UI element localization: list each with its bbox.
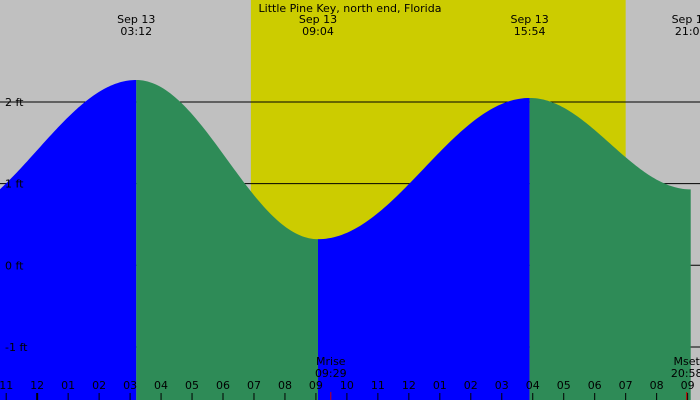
event-time: 09:29 xyxy=(315,367,347,380)
hour-label: 12 xyxy=(402,379,416,392)
hour-label: 04 xyxy=(154,379,168,392)
hour-label: 06 xyxy=(588,379,602,392)
rising-tide-area xyxy=(0,80,137,400)
extremum-date: Sep 13 xyxy=(511,13,549,26)
hour-label: 01 xyxy=(61,379,75,392)
event-label: Mrise xyxy=(316,355,346,368)
hour-label: 11 xyxy=(371,379,385,392)
hour-label: 08 xyxy=(278,379,292,392)
hour-label: 09 xyxy=(309,379,323,392)
chart-title: Little Pine Key, north end, Florida xyxy=(259,2,442,15)
falling-tide-area xyxy=(136,80,318,400)
hour-label: 08 xyxy=(650,379,664,392)
event-time: 20:58 xyxy=(671,367,700,380)
extremum-date: Sep 13 xyxy=(299,13,337,26)
tide-areas xyxy=(0,80,691,400)
extremum-time: 21:06 xyxy=(675,25,700,38)
extremum-time: 09:04 xyxy=(302,25,334,38)
y-tick-label: 2 ft xyxy=(5,96,24,109)
hour-label: 04 xyxy=(526,379,540,392)
hour-label: 06 xyxy=(216,379,230,392)
y-tick-label: 1 ft xyxy=(5,178,24,191)
y-tick-label: 0 ft xyxy=(5,259,24,272)
extremum-date: Sep 13 xyxy=(117,13,155,26)
extremum-time: 15:54 xyxy=(514,25,546,38)
hour-label: 03 xyxy=(495,379,509,392)
hour-label: 11 xyxy=(0,379,13,392)
rising-tide-area xyxy=(318,97,530,400)
hour-label: 02 xyxy=(464,379,478,392)
hour-label: 05 xyxy=(557,379,571,392)
hour-label: 10 xyxy=(340,379,354,392)
hour-label: 09 xyxy=(681,379,695,392)
hour-label: 02 xyxy=(92,379,106,392)
y-tick-label: -1 ft xyxy=(5,341,28,354)
hour-label: 05 xyxy=(185,379,199,392)
y-axis-labels: 2 ft 1 ft 0 ft -1 ft xyxy=(5,96,28,354)
extremum-date: Sep 13 xyxy=(672,13,700,26)
extremum-time: 03:12 xyxy=(120,25,152,38)
x-axis-ticks: 11 12 01 02 03 04 05 06 07 08 09 10 11 12 01 02 03 04 05 06… xyxy=(0,379,695,400)
event-label: Mset xyxy=(674,355,700,368)
hour-label: 01 xyxy=(433,379,447,392)
hour-label: 03 xyxy=(123,379,137,392)
hour-label: 07 xyxy=(247,379,261,392)
hour-label: 12 xyxy=(30,379,44,392)
hour-label: 07 xyxy=(619,379,633,392)
falling-tide-area xyxy=(529,97,691,400)
